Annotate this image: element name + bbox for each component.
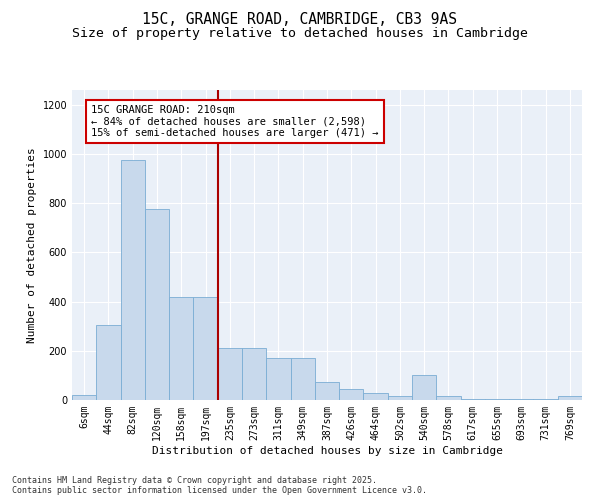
Bar (121, 160, 145, 400)
Bar (558, 396, 582, 400)
Text: 15C GRANGE ROAD: 210sqm
← 84% of detached houses are smaller (2,598)
15% of semi: 15C GRANGE ROAD: 210sqm ← 84% of detache… (91, 105, 379, 138)
Text: Size of property relative to detached houses in Cambridge: Size of property relative to detached ho… (72, 28, 528, 40)
Bar (290, 358, 315, 400)
Bar (218, 348, 242, 400)
Bar (533, 399, 558, 400)
Bar (96, 325, 121, 400)
Bar (436, 396, 461, 400)
Text: 15C, GRANGE ROAD, CAMBRIDGE, CB3 9AS: 15C, GRANGE ROAD, CAMBRIDGE, CB3 9AS (143, 12, 458, 28)
Text: Contains public sector information licensed under the Open Government Licence v3: Contains public sector information licen… (12, 486, 427, 495)
Bar (145, 210, 169, 400)
Bar (412, 376, 436, 400)
Bar (169, 296, 193, 400)
Bar (461, 399, 485, 400)
Bar (266, 358, 290, 400)
Bar (388, 396, 412, 400)
Text: Contains HM Land Registry data © Crown copyright and database right 2025.: Contains HM Land Registry data © Crown c… (12, 476, 377, 485)
X-axis label: Distribution of detached houses by size in Cambridge: Distribution of detached houses by size … (151, 446, 503, 456)
Bar (242, 348, 266, 400)
Bar (364, 392, 388, 400)
Bar (485, 399, 509, 400)
Bar (72, 395, 96, 400)
Bar (509, 399, 533, 400)
Bar (315, 382, 339, 400)
Y-axis label: Number of detached properties: Number of detached properties (27, 147, 37, 343)
Bar (339, 389, 364, 400)
Bar (193, 296, 218, 400)
